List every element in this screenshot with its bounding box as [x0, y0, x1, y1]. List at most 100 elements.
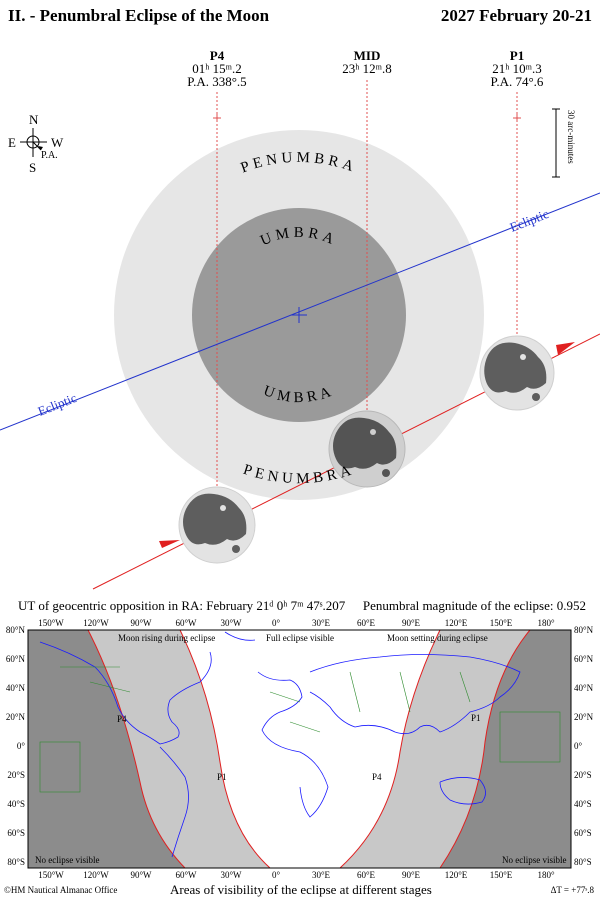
lon-labels-bottom: 150°W 120°W 90°W 60°W 30°W 0° 30°E 60°E … — [38, 870, 555, 880]
compass: N S E W P.A. — [8, 112, 64, 175]
moon-mid — [328, 410, 406, 488]
lat-left-3: 20°N — [6, 712, 26, 722]
full-eclipse-region — [180, 630, 440, 868]
eclipse-diagram: Ecliptic Ecliptic N S E W P.A. — [0, 80, 600, 590]
lat-right-7: 60°S — [574, 828, 592, 838]
lat-right-5: 20°S — [574, 770, 592, 780]
lat-right-1: 60°N — [574, 654, 594, 664]
compass-s: S — [29, 160, 36, 175]
contact-p4-time: 01ʰ 15ᵐ.2 — [192, 61, 242, 76]
lon-top-11: 180° — [537, 618, 555, 628]
no-eclipse-right — [440, 630, 571, 868]
lat-left-7: 60°S — [7, 828, 25, 838]
lat-left-8: 80°S — [7, 857, 25, 867]
umbra-label-bottom: UMBRA — [261, 383, 337, 406]
path-arrow-right — [556, 342, 575, 355]
eclipse-date: 2027 February 20-21 — [440, 6, 592, 25]
lon-bottom-6: 30°E — [312, 870, 331, 880]
contact-p1-name: P1 — [509, 48, 525, 63]
contact-mid-name: MID — [353, 48, 381, 63]
lat-labels-right: 80°N 60°N 40°N 20°N 0° 20°S 40°S 60°S 80… — [574, 625, 594, 867]
scale-label: 30 arc-minutes — [566, 110, 576, 164]
ecliptic-label-right: Ecliptic — [508, 206, 551, 235]
contact-mid-time: 23ʰ 12ᵐ.8 — [342, 61, 392, 76]
lon-bottom-5: 0° — [272, 870, 281, 880]
credit: ©HM Nautical Almanac Office — [4, 885, 118, 895]
p4-mark — [213, 114, 221, 122]
lon-top-3: 60°W — [175, 618, 197, 628]
opposition-time: UT of geocentric opposition in RA: Febru… — [18, 598, 346, 613]
lat-right-3: 20°N — [574, 712, 594, 722]
moon-p4 — [178, 486, 256, 564]
lat-left-2: 40°N — [6, 683, 26, 693]
no-eclipse-left — [28, 630, 185, 868]
contact-p4-pa: P.A. 338°.5 — [187, 74, 247, 89]
scale-bar: 30 arc-minutes — [552, 108, 576, 178]
lat-right-8: 80°S — [574, 857, 592, 867]
lon-labels-top: 150°W 120°W 90°W 60°W 30°W 0° 30°E 60°E … — [38, 618, 555, 628]
ecliptic-line — [0, 192, 600, 431]
lon-top-4: 30°W — [220, 618, 242, 628]
map-frame — [27, 629, 572, 869]
page-title: II. - Penumbral Eclipse of the Moon — [8, 6, 270, 25]
label-full-eclipse: Full eclipse visible — [266, 633, 334, 643]
ecliptic-label-left: Ecliptic — [36, 390, 79, 419]
moon-p1 — [479, 335, 555, 411]
lon-bottom-7: 60°E — [357, 870, 376, 880]
lat-right-6: 40°S — [574, 799, 592, 809]
delta-t: ΔT = +77ˢ.8 — [550, 885, 594, 895]
lon-bottom-1: 120°W — [83, 870, 109, 880]
contact-p1-pa: P.A. 74°.6 — [490, 74, 544, 89]
curve-label-p1-west: P1 — [217, 772, 227, 782]
curve-label-p4-west: P4 — [117, 714, 127, 724]
compass-n: N — [29, 112, 39, 127]
lon-top-1: 120°W — [83, 618, 109, 628]
penumbral-magnitude: Penumbral magnitude of the eclipse: 0.95… — [362, 598, 586, 613]
lat-left-0: 80°N — [6, 625, 26, 635]
curve-p1-east — [439, 629, 531, 869]
contact-p4: P4 01ʰ 15ᵐ.2 P.A. 338°.5 — [182, 49, 252, 88]
compass-pa: P.A. — [41, 150, 58, 161]
country-borders — [39, 666, 561, 793]
map-caption: Areas of visibility of the eclipse at di… — [170, 882, 432, 897]
curve-p1-west — [179, 629, 271, 869]
lon-top-7: 60°E — [357, 618, 376, 628]
lon-bottom-2: 90°W — [130, 870, 152, 880]
lon-top-0: 150°W — [38, 618, 64, 628]
lon-bottom-0: 150°W — [38, 870, 64, 880]
lat-left-1: 60°N — [6, 654, 26, 664]
lon-bottom-8: 90°E — [402, 870, 421, 880]
lon-bottom-10: 150°E — [490, 870, 513, 880]
lon-top-5: 0° — [272, 618, 281, 628]
compass-e: E — [8, 135, 16, 150]
lon-top-10: 150°E — [490, 618, 513, 628]
curve-p4-west — [87, 629, 186, 869]
label-no-eclipse-right: No eclipse visible — [502, 855, 567, 865]
lon-bottom-3: 60°W — [175, 870, 197, 880]
lon-top-9: 120°E — [445, 618, 468, 628]
lon-bottom-9: 120°E — [445, 870, 468, 880]
lat-right-4: 0° — [574, 741, 583, 751]
contact-mid: MID 23ʰ 12ᵐ.8 — [332, 49, 402, 75]
label-moon-rising: Moon rising during eclipse — [118, 633, 215, 643]
lat-left-5: 20°S — [7, 770, 25, 780]
lat-left-6: 40°S — [7, 799, 25, 809]
path-arrow-left — [159, 540, 180, 548]
lon-top-2: 90°W — [130, 618, 152, 628]
p1-mark — [513, 114, 521, 122]
lon-bottom-4: 30°W — [220, 870, 242, 880]
compass-w: W — [51, 135, 64, 150]
lon-top-6: 30°E — [312, 618, 331, 628]
curve-label-p1-east: P1 — [471, 713, 481, 723]
lat-labels-left: 80°N 60°N 40°N 20°N 0° 20°S 40°S 60°S 80… — [6, 625, 26, 867]
label-no-eclipse-left: No eclipse visible — [35, 855, 100, 865]
lon-bottom-11: 180° — [537, 870, 555, 880]
label-moon-setting: Moon setting during eclipse — [387, 633, 488, 643]
curve-p4-east — [339, 629, 441, 869]
lat-right-0: 80°N — [574, 625, 594, 635]
contact-p4-name: P4 — [209, 48, 225, 63]
contact-p1: P1 21ʰ 10ᵐ.3 P.A. 74°.6 — [482, 49, 552, 88]
contact-p1-time: 21ʰ 10ᵐ.3 — [492, 61, 542, 76]
lon-top-8: 90°E — [402, 618, 421, 628]
visibility-map: Moon rising during eclipse Full eclipse … — [6, 618, 594, 880]
